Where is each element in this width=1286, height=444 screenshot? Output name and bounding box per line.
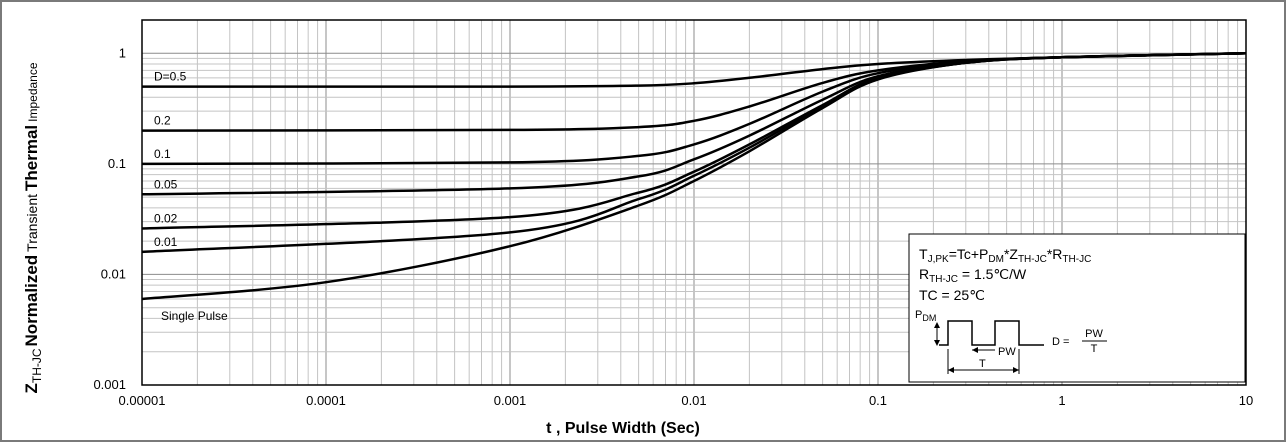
y-tick-label: 0.01 xyxy=(101,266,126,281)
series-label: 0.02 xyxy=(154,212,178,226)
x-tick-label: 0.01 xyxy=(681,393,706,408)
x-tick-label: 0.001 xyxy=(494,393,527,408)
y-axis-label: ZTH-JCNormalized Transient Thermal Impedanc… xyxy=(22,62,44,393)
t-arrowhead-right xyxy=(1013,367,1019,373)
y-label-word-thermal: Thermal xyxy=(22,125,41,191)
x-axis-label: t , Pulse Width (Sec) xyxy=(546,420,700,437)
y-tick-label: 0.001 xyxy=(93,377,126,392)
axis-ticks: 0.00001 0.0001 0.001 0.01 0.1 1 10 0.001 0.01 0.1… xyxy=(93,45,1253,408)
series-label: D=0.5 xyxy=(154,70,187,84)
y-label-z-sub: TH-JC xyxy=(30,348,44,383)
series-group xyxy=(141,52,1247,301)
pdm-arrowhead-up xyxy=(934,322,940,328)
t-arrowhead-left xyxy=(948,367,954,373)
pdm-arrowhead-down xyxy=(934,340,940,346)
pw-label: PW xyxy=(998,346,1016,358)
inset-tc-line: TC = 25℃ xyxy=(919,287,985,303)
duty-eq-label: D = xyxy=(1052,336,1069,348)
duty-numerator: PW xyxy=(1085,328,1103,340)
y-label-word-impedance: Impedance xyxy=(26,62,40,122)
series-line xyxy=(141,52,1247,301)
plot-frame xyxy=(141,19,1247,386)
series-label: Single Pulse xyxy=(161,309,228,323)
x-tick-label: 0.00001 xyxy=(119,393,166,408)
series-label: 0.2 xyxy=(154,114,171,128)
series-label: 0.05 xyxy=(154,177,178,191)
pulse-train-waveform xyxy=(939,320,1044,346)
x-tick-label: 0.0001 xyxy=(306,393,346,408)
x-tick-label: 10 xyxy=(1239,393,1253,408)
inset-rth-line: RTH-JC = 1.5℃/W xyxy=(919,266,1027,285)
y-tick-label: 1 xyxy=(119,45,126,60)
x-tick-label: 0.1 xyxy=(869,393,887,408)
y-label-z: Z xyxy=(22,383,41,393)
inset-formula-line: TJ,PK=Tc+PDM*ZTH-JC*RTH-JC xyxy=(919,246,1091,265)
t-label: T xyxy=(979,358,986,370)
y-label-word-transient: Transient xyxy=(24,194,40,252)
inset-box xyxy=(908,233,1246,383)
y-tick-label: 0.1 xyxy=(108,156,126,171)
y-label-word-normalized: Normalized xyxy=(22,255,41,347)
duty-denominator: T xyxy=(1091,343,1098,355)
formula-inset: TJ,PK=Tc+PDM*ZTH-JC*RTH-JC RTH-JC = 1.5℃… xyxy=(908,233,1246,383)
pw-arrowhead xyxy=(972,347,978,353)
pdm-label: PDM xyxy=(915,309,936,323)
x-tick-label: 1 xyxy=(1058,393,1065,408)
series-label: 0.01 xyxy=(154,235,178,249)
series-label: 0.1 xyxy=(154,147,171,161)
series-labels: D=0.5 0.2 0.1 0.05 0.02 0.01 Single Pulse xyxy=(154,70,228,323)
